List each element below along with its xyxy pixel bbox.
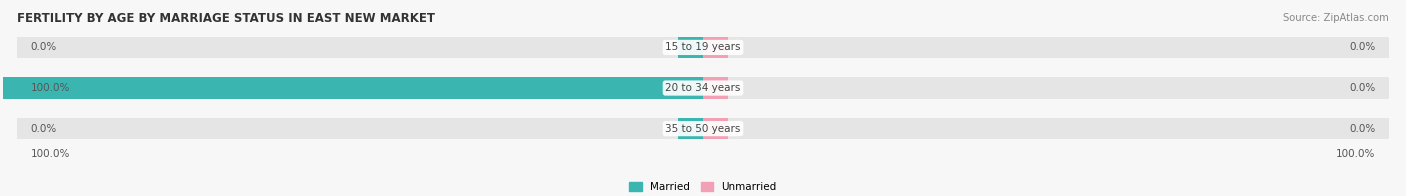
Bar [17,118,1389,139]
Bar [679,118,703,139]
Text: 0.0%: 0.0% [31,43,58,53]
Text: 0.0%: 0.0% [1348,83,1375,93]
Bar [703,77,727,99]
Bar [17,77,1389,99]
Text: 100.0%: 100.0% [31,149,70,159]
Text: Source: ZipAtlas.com: Source: ZipAtlas.com [1284,13,1389,23]
Bar [17,37,1389,58]
Bar [703,37,727,58]
Text: 100.0%: 100.0% [31,83,70,93]
Text: 35 to 50 years: 35 to 50 years [665,124,741,134]
Text: 15 to 19 years: 15 to 19 years [665,43,741,53]
Text: 0.0%: 0.0% [31,124,58,134]
Text: 0.0%: 0.0% [1348,124,1375,134]
Legend: Married, Unmarried: Married, Unmarried [626,178,780,196]
Text: FERTILITY BY AGE BY MARRIAGE STATUS IN EAST NEW MARKET: FERTILITY BY AGE BY MARRIAGE STATUS IN E… [17,12,434,25]
Bar [679,37,703,58]
Bar [703,118,727,139]
Text: 100.0%: 100.0% [1336,149,1375,159]
Text: 0.0%: 0.0% [1348,43,1375,53]
Bar [3,77,703,99]
Text: 20 to 34 years: 20 to 34 years [665,83,741,93]
